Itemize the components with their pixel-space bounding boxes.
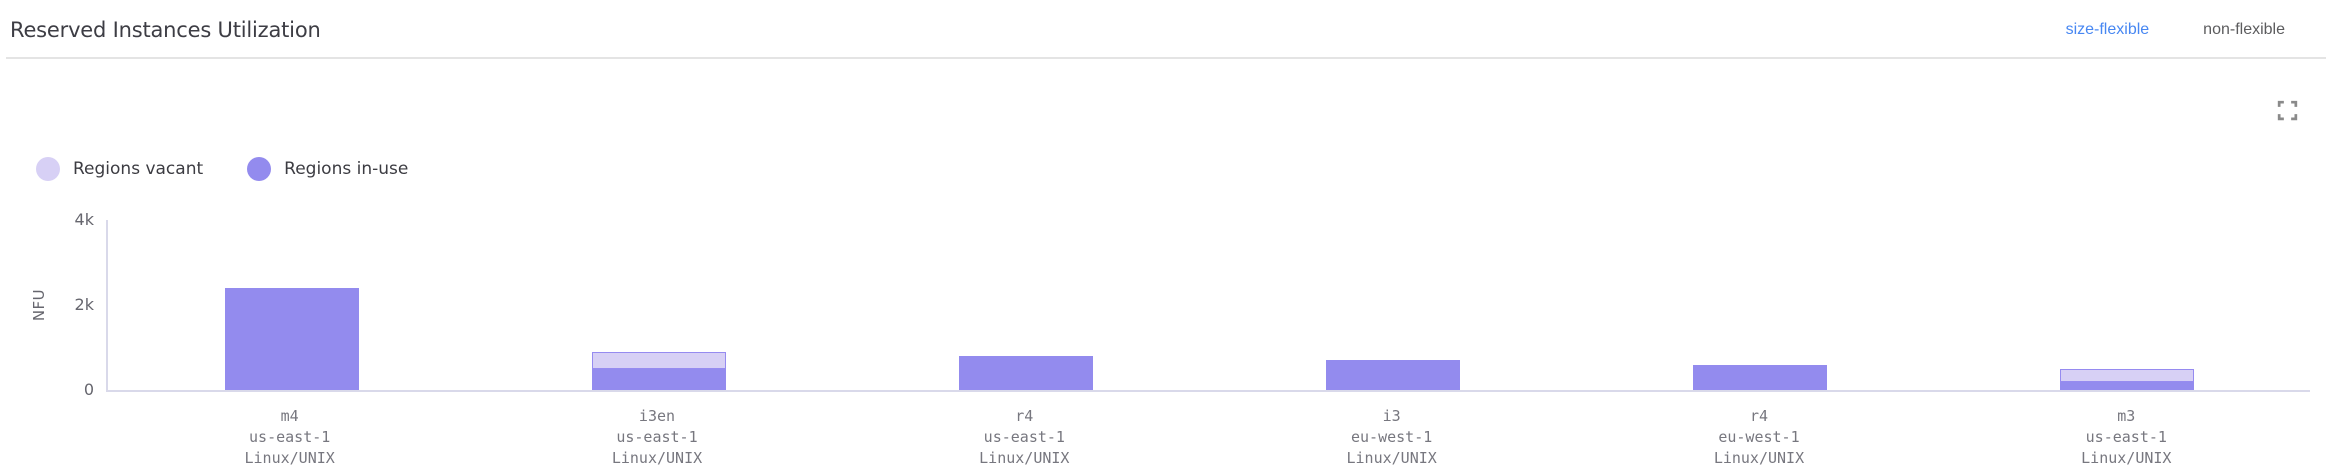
x-axis-label-r4-us-east-1: r4 us-east-1 Linux/UNIX [841, 406, 1208, 469]
y-tick-label: 2k [74, 295, 94, 314]
bar-segment-in-use[interactable] [1692, 364, 1827, 390]
bar-i3-eu-west-1 [1325, 360, 1460, 390]
x-axis-label-line: us-east-1 [249, 428, 331, 446]
x-axis-label-m4-us-east-1: m4 us-east-1 Linux/UNIX [106, 406, 473, 469]
bar-segment-vacant[interactable] [2059, 368, 2194, 382]
bar-slot [1209, 220, 1576, 390]
bar-r4-eu-west-1 [1692, 364, 1827, 390]
legend-label: Regions vacant [73, 159, 204, 179]
x-axis-label-i3-eu-west-1: i3 eu-west-1 Linux/UNIX [1208, 406, 1575, 469]
legend-item-regions-vacant[interactable]: Regions vacant [36, 157, 203, 181]
x-axis-label-line: i3en [638, 407, 676, 425]
x-axis-label-line: eu-west-1 [1718, 428, 1800, 446]
x-axis-label-line: r4 [1749, 407, 1768, 425]
y-tick-label: 4k [74, 210, 94, 229]
x-axis-label-line: us-east-1 [983, 428, 1065, 446]
x-axis-label-line: Linux/UNIX [2081, 449, 2172, 467]
x-axis-label-i3en-us-east-1: i3en us-east-1 Linux/UNIX [473, 406, 840, 469]
x-axis-label-line: Linux/UNIX [979, 449, 1070, 467]
x-axis-label-line: i3 [1382, 407, 1401, 425]
y-tick-label: 0 [83, 380, 94, 399]
tab-bar: size-flexible non-flexible [2039, 0, 2312, 59]
x-axis-label-line: Linux/UNIX [611, 449, 703, 467]
bar-slot [1576, 220, 1943, 390]
x-axis-label-m3-us-east-1: m3 us-east-1 Linux/UNIX [1943, 406, 2310, 469]
bar-slot [842, 220, 1209, 390]
y-axis-ticks: 0 2k 4k [0, 210, 98, 399]
x-axis-labels: m4 us-east-1 Linux/UNIX i3en us-east-1 Linux/… [106, 406, 2310, 469]
legend-swatch-icon [36, 157, 60, 181]
tab-non-flexible[interactable]: non-flexible [2176, 0, 2312, 59]
bar-slot [475, 220, 842, 390]
tab-size-flexible[interactable]: size-flexible [2039, 0, 2177, 59]
legend-label: Regions in-use [284, 159, 409, 179]
bar-slot [1943, 220, 2310, 390]
legend-item-regions-in-use[interactable]: Regions in-use [247, 157, 408, 181]
bar-r4-us-east-1 [958, 356, 1093, 390]
chart-legend: Regions vacant Regions in-use [36, 157, 408, 181]
x-axis-label-line: eu-west-1 [1351, 428, 1433, 446]
bar-segment-in-use[interactable] [958, 356, 1093, 390]
x-axis-label-line: Linux/UNIX [244, 449, 335, 467]
x-axis-label-line: Linux/UNIX [1713, 449, 1805, 467]
bar-segment-in-use[interactable] [224, 288, 359, 390]
bar-segment-in-use[interactable] [2059, 381, 2194, 390]
bar-segment-in-use[interactable] [591, 368, 726, 390]
legend-swatch-icon [247, 157, 272, 181]
x-axis-label-line: us-east-1 [616, 428, 698, 446]
x-axis-label-line: r4 [1015, 407, 1034, 425]
bar-slot [108, 220, 475, 390]
panel-header: Reserved Instances Utilization size-flex… [0, 0, 2326, 59]
x-axis-label-line: m4 [280, 407, 299, 425]
x-axis-label-r4-eu-west-1: r4 eu-west-1 Linux/UNIX [1575, 406, 1942, 469]
bar-m3-us-east-1 [2059, 368, 2194, 390]
bar-m4-us-east-1 [224, 288, 359, 390]
bar-segment-in-use[interactable] [1325, 360, 1460, 390]
panel-title: Reserved Instances Utilization [10, 17, 321, 42]
fullscreen-button[interactable] [2272, 96, 2302, 126]
bar-i3en-us-east-1 [591, 351, 726, 390]
plot-area [106, 220, 2310, 392]
x-axis-label-line: m3 [2117, 407, 2136, 425]
chart-card: Regions vacant Regions in-use NFU 0 2k 4k m… [0, 59, 2326, 474]
fullscreen-expand-icon [2277, 100, 2297, 121]
x-axis-label-line: us-east-1 [2085, 428, 2167, 446]
bar-segment-vacant[interactable] [591, 351, 726, 369]
x-axis-label-line: Linux/UNIX [1346, 449, 1437, 467]
